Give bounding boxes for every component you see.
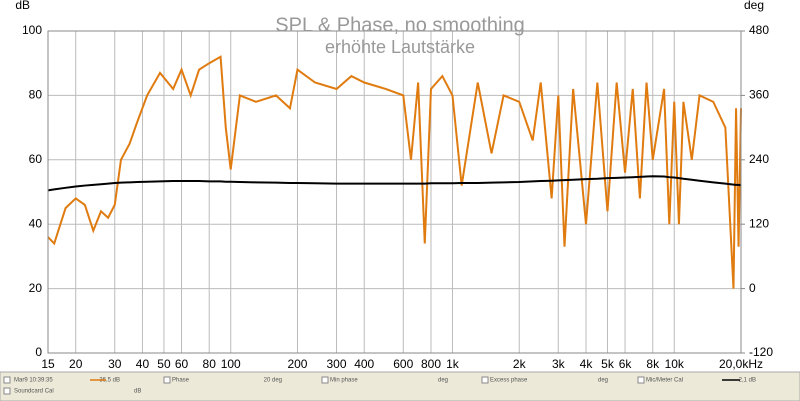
- x-tick-label: 3k: [552, 357, 566, 371]
- x-tick-label: 1k: [446, 357, 460, 371]
- series-line: [47, 55, 742, 289]
- y2-axis-label: deg: [744, 0, 764, 12]
- y-tick-label: 80: [29, 88, 43, 102]
- x-tick-label: 80: [203, 357, 217, 371]
- series-line: [47, 175, 742, 192]
- x-tick-label: 6k: [619, 357, 633, 371]
- x-tick-label: 200: [287, 357, 307, 371]
- y-axis-label: dB: [15, 0, 30, 12]
- status-text: 20 deg: [264, 378, 282, 384]
- status-text: Mar9 10:39:35: [14, 378, 53, 384]
- checkbox[interactable]: [637, 376, 645, 384]
- y-tick-label: 0: [35, 345, 42, 359]
- x-tick-label: 10k: [665, 357, 685, 371]
- x-tick-label: 4k: [580, 357, 594, 371]
- y2-tick-label: 360: [749, 88, 769, 102]
- checkbox[interactable]: [3, 387, 11, 395]
- status-text: Mic/Meter Cal: [646, 378, 683, 384]
- y2-tick-label: 480: [749, 23, 769, 37]
- x-tick-label: 8k: [646, 357, 660, 371]
- x-tick-label: 300: [327, 357, 347, 371]
- chart-subtitle: erhöhte Lautstärke: [325, 37, 475, 57]
- plot-frame: [47, 30, 742, 354]
- y2-tick-label: 240: [749, 152, 769, 166]
- status-text: dB: [134, 389, 141, 395]
- y-tick-label: 60: [29, 152, 43, 166]
- x-tick-label: 800: [421, 357, 441, 371]
- status-text: -2,1 dB: [737, 378, 756, 384]
- x-tick-label: 5k: [601, 357, 615, 371]
- background: [0, 0, 800, 372]
- status-text: deg: [598, 378, 608, 384]
- checkbox[interactable]: [3, 376, 11, 384]
- status-text: 36,5 dB: [99, 378, 120, 384]
- status-bar: Mar9 10:39:35 36,5 dB Phase 20 deg Min phase…: [0, 371, 800, 401]
- x-tick-label: 600: [393, 357, 413, 371]
- y2-tick-label: -120: [749, 345, 773, 359]
- checkbox[interactable]: [321, 376, 329, 384]
- x-tick-label: 30: [108, 357, 122, 371]
- y-tick-label: 100: [22, 23, 42, 37]
- y2-tick-label: 120: [749, 216, 769, 230]
- x-tick-label: 400: [354, 357, 374, 371]
- x-tick-label: 15: [41, 357, 55, 371]
- x-tick-label: 20,0kHz: [719, 357, 763, 371]
- checkbox[interactable]: [481, 376, 489, 384]
- x-tick-label: 50: [157, 357, 171, 371]
- status-text: deg: [438, 378, 448, 384]
- y-tick-label: 20: [29, 281, 43, 295]
- chart-title: SPL & Phase, no smoothing: [275, 14, 524, 36]
- status-text: Min phase: [330, 378, 358, 384]
- x-tick-label: 100: [221, 357, 241, 371]
- plot: [47, 55, 742, 289]
- x-tick-label: 2k: [513, 357, 527, 371]
- status-text: Phase: [172, 378, 190, 384]
- y2-tick-label: 0: [749, 281, 756, 295]
- status-bar-bg: [0, 371, 800, 401]
- x-tick-label: 60: [175, 357, 189, 371]
- y-tick-label: 40: [29, 216, 43, 230]
- status-text: Excess phase: [490, 378, 528, 384]
- x-tick-label: 40: [136, 357, 150, 371]
- checkbox[interactable]: [163, 376, 171, 384]
- status-text: Soundcard Cal: [14, 389, 54, 395]
- x-tick-label: 20: [69, 357, 83, 371]
